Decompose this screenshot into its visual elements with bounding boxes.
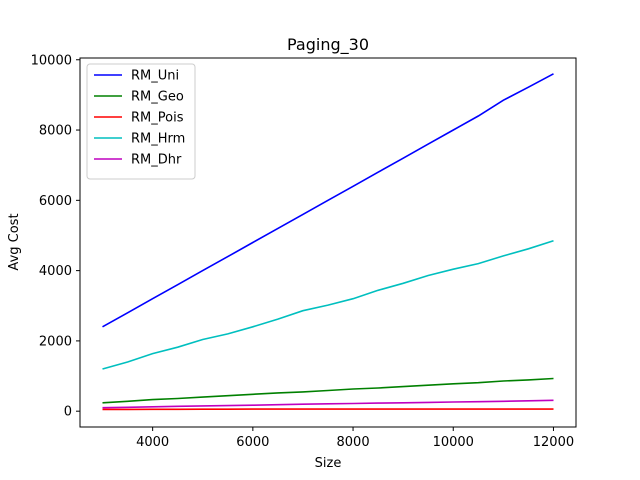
x-axis: 4000 6000 8000 10000 12000 [136, 427, 574, 450]
y-axis: 0 2000 4000 6000 8000 10000 [31, 53, 80, 420]
y-tick-label: 4000 [39, 264, 72, 279]
x-tick-label: 4000 [136, 435, 169, 450]
x-axis-label: Size [315, 456, 342, 471]
plot-lines [102, 73, 554, 411]
series-line-rm-uni [102, 73, 554, 328]
series-line-rm-geo [102, 377, 554, 404]
chart-title: Paging_30 [287, 35, 369, 55]
legend-label: RM_Uni [131, 69, 179, 84]
y-tick-label: 10000 [31, 53, 72, 68]
legend-box [86, 63, 196, 180]
series-line-rm-dhr [102, 399, 554, 409]
series-line-rm-hrm [102, 239, 554, 370]
y-tick-label: 8000 [39, 124, 72, 139]
y-tick-label: 2000 [39, 334, 72, 349]
legend-label: RM_Dhr [131, 153, 182, 168]
x-tick-label: 12000 [533, 435, 574, 450]
x-tick-label: 10000 [433, 435, 474, 450]
plot-frame [79, 57, 577, 428]
legend-label: RM_Geo [131, 90, 184, 105]
y-axis-label: Avg Cost [7, 213, 22, 270]
legend-label: RM_Pois [131, 111, 184, 126]
legend-label: RM_Hrm [131, 132, 185, 147]
y-tick-label: 6000 [39, 194, 72, 209]
y-tick-label: 0 [64, 405, 72, 420]
x-tick-label: 8000 [337, 435, 370, 450]
x-tick-label: 6000 [236, 435, 269, 450]
legend: RM_Uni RM_Geo RM_Pois RM_Hrm RM_Dhr [86, 63, 196, 180]
